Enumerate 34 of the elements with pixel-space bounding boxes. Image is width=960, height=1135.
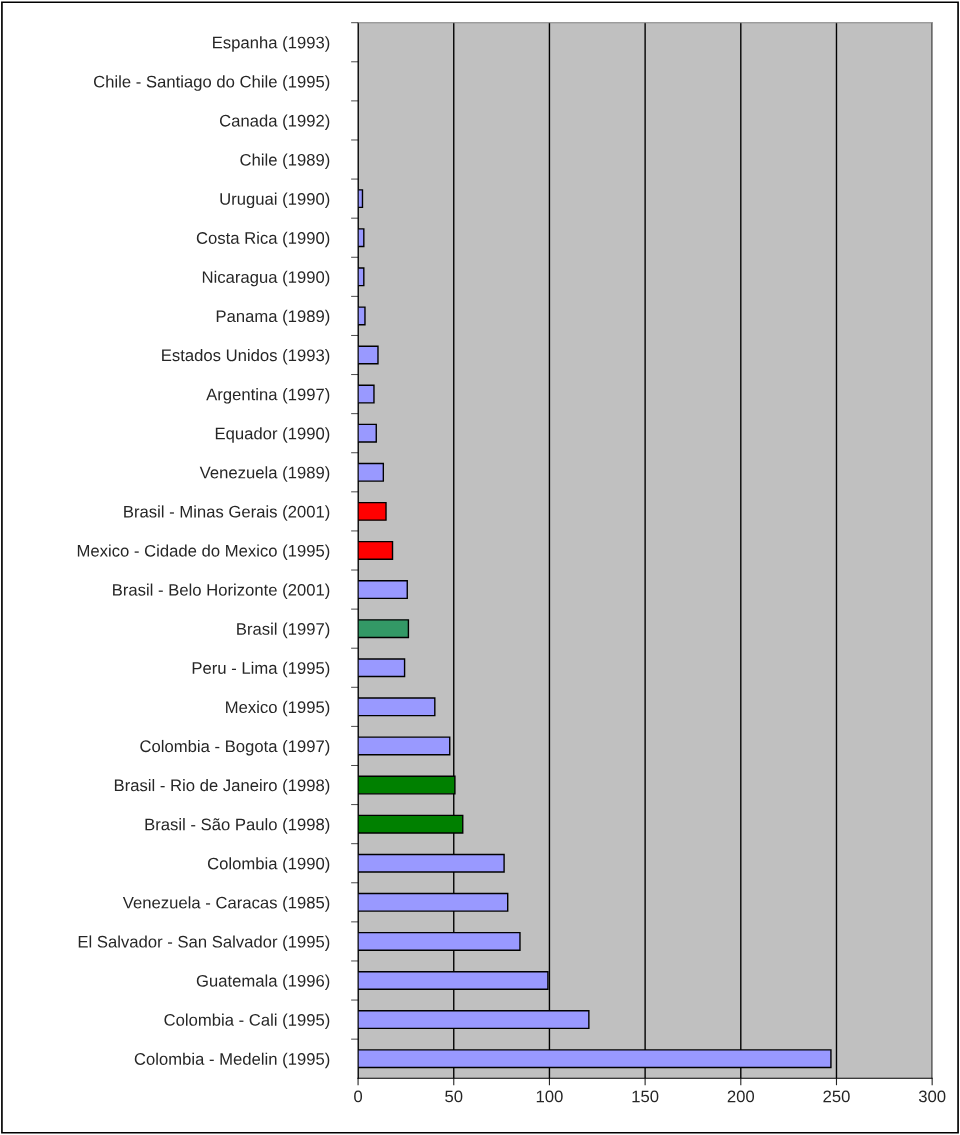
- x-tick-label: 50: [445, 1090, 463, 1103]
- y-tick-label: Chile (1989): [240, 153, 330, 170]
- y-tick-label: Colombia (1990): [207, 857, 330, 873]
- y-tick-label: Nicaragua (1990): [202, 270, 330, 287]
- y-tick-label: Colombia - Cali (1995): [164, 1013, 330, 1030]
- y-tick-label: Canada (1992): [219, 114, 330, 130]
- x-tick-label: 0: [354, 1090, 363, 1103]
- y-tick-label: Brasil - Rio de Janeiro (1998): [114, 779, 330, 795]
- y-tick-label: Venezuela (1989): [199, 466, 330, 482]
- y-tick-label: Colombia - Medelin (1995): [134, 1052, 330, 1069]
- x-tick-label: 200: [727, 1090, 755, 1103]
- x-tick-label: 150: [632, 1090, 659, 1103]
- y-tick-label: Costa Rica (1990): [196, 231, 330, 248]
- y-tick-label: Equador (1990): [215, 427, 330, 443]
- y-tick-label: Brasil (1997): [237, 622, 330, 639]
- y-tick-label: Brasil - São Paulo (1998): [145, 818, 330, 834]
- y-tick-label: Guatemala (1996): [196, 974, 330, 990]
- y-tick-label: Estados Unidos (1993): [162, 348, 330, 365]
- y-tick-label: Colombia - Bogota (1997): [140, 739, 330, 756]
- y-tick-label: El Salvador - San Salvador (1995): [78, 935, 330, 951]
- y-tick-label: Argentina (1997): [206, 388, 330, 404]
- y-tick-label: Uruguai (1990): [220, 192, 330, 209]
- y-tick-label: Peru - Lima (1995): [192, 661, 330, 678]
- x-tick-label: 100: [536, 1090, 563, 1103]
- y-tick-label: Mexico (1995): [226, 700, 330, 717]
- y-tick-label: Brasil - Belo Horizonte (2001): [113, 583, 330, 600]
- y-tick-label: Venezuela - Caracas (1985): [122, 896, 330, 912]
- y-tick-label: Chile - Santiago do Chile (1995): [93, 75, 330, 91]
- y-tick-label: Brasil - Minas Gerais (2001): [124, 505, 330, 521]
- y-tick-label: Panama (1989): [216, 309, 330, 326]
- x-tick-label: 250: [823, 1090, 850, 1103]
- y-tick-label: Mexico - Cidade do Mexico (1995): [77, 544, 330, 560]
- y-tick-label: Espanha (1993): [213, 36, 330, 52]
- x-tick-label: 300: [918, 1090, 946, 1103]
